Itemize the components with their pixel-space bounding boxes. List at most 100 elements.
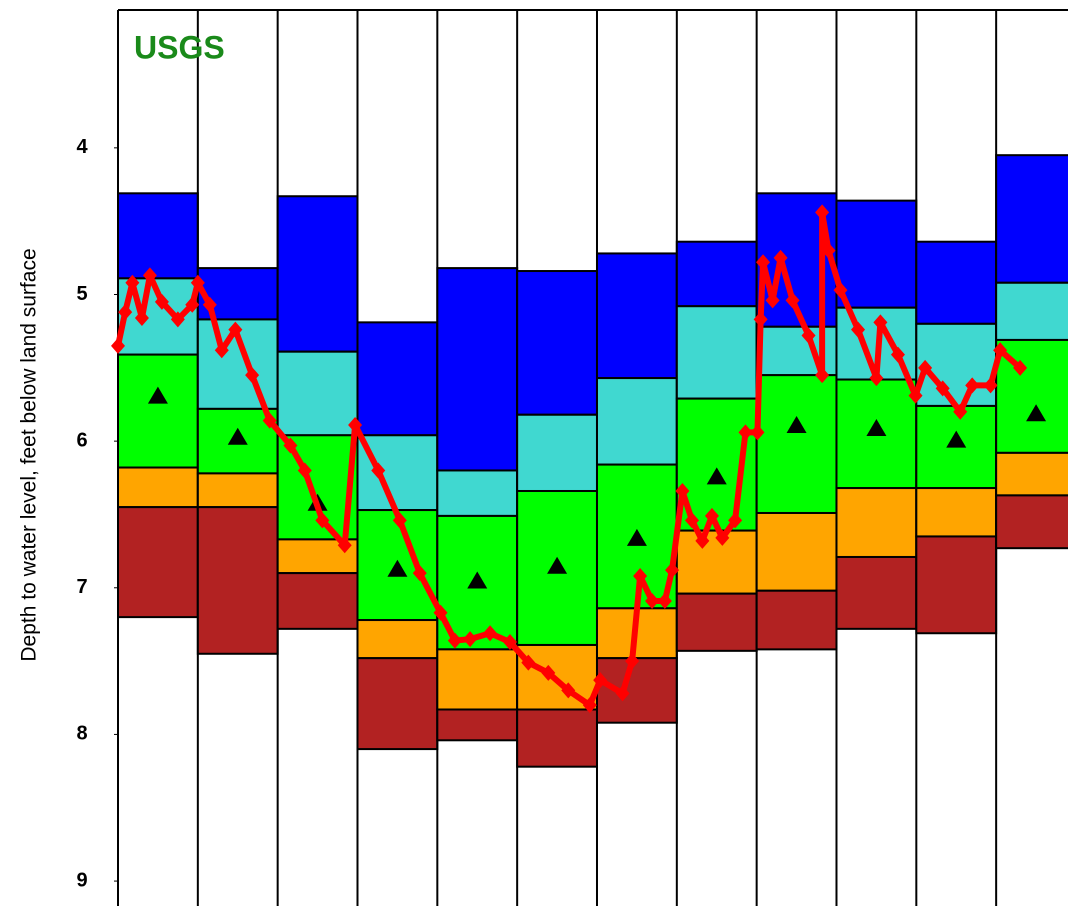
percentile-band xyxy=(835,199,918,309)
percentile-band xyxy=(276,195,359,353)
water-level-point xyxy=(1013,359,1028,376)
percentile-band xyxy=(675,305,758,400)
water-level-point xyxy=(993,342,1008,359)
water-level-point xyxy=(154,293,169,310)
water-level-point xyxy=(890,346,905,363)
water-level-point xyxy=(228,321,243,338)
water-level-point xyxy=(118,304,133,321)
water-level-point xyxy=(704,507,719,524)
percentile-band xyxy=(117,192,199,280)
y-tick-label: 4 xyxy=(76,136,88,158)
percentile-band xyxy=(995,154,1068,284)
water-level-point xyxy=(695,532,710,549)
water-level-point xyxy=(684,512,699,529)
water-level-point xyxy=(801,327,816,344)
water-level-point xyxy=(202,296,217,313)
water-level-point xyxy=(765,292,780,309)
percentile-band xyxy=(755,511,838,592)
percentile-band xyxy=(356,321,439,437)
water-level-point xyxy=(283,437,298,454)
water-level-point xyxy=(593,672,608,689)
water-level-point xyxy=(170,311,185,328)
percentile-band xyxy=(755,589,838,651)
percentile-band xyxy=(436,648,519,711)
median-marker xyxy=(866,418,887,436)
median-marker xyxy=(547,556,568,574)
annotation: USGS xyxy=(134,29,225,65)
percentile-band xyxy=(995,281,1068,341)
percentile-band xyxy=(675,592,758,652)
percentile-band xyxy=(915,487,998,538)
percentile-band xyxy=(436,708,519,742)
percentile-band xyxy=(995,451,1068,497)
water-level-point xyxy=(665,562,680,579)
water-level-point xyxy=(728,512,743,529)
water-level-point xyxy=(815,204,830,221)
median-marker xyxy=(626,528,647,546)
median-marker xyxy=(1026,404,1047,422)
water-level-point xyxy=(753,311,768,328)
water-level-point xyxy=(315,512,330,529)
water-level-point xyxy=(245,367,260,384)
water-level-line xyxy=(115,209,1023,709)
percentile-band xyxy=(915,535,998,635)
percentile-band xyxy=(516,413,598,492)
median-marker xyxy=(227,427,248,445)
water-level-point xyxy=(908,387,923,404)
median-marker xyxy=(467,571,488,589)
water-level-point xyxy=(392,512,407,529)
percentile-band xyxy=(117,466,199,509)
water-level-point xyxy=(869,370,884,387)
percentile-band xyxy=(436,469,519,517)
water-level-point xyxy=(675,482,690,499)
y-tick-label: 6 xyxy=(76,429,87,451)
water-level-point xyxy=(965,377,980,394)
water-level-point xyxy=(582,697,597,714)
water-level-point xyxy=(185,296,200,313)
water-level-point xyxy=(625,653,640,670)
percentile-band xyxy=(835,555,918,630)
percentile-band xyxy=(276,350,359,437)
water-level-point xyxy=(561,682,576,699)
water-level-point xyxy=(983,377,998,394)
percentile-band xyxy=(276,572,359,630)
percentile-band xyxy=(595,377,678,466)
water-level-point xyxy=(645,592,660,609)
water-level-point xyxy=(502,634,517,651)
y-tick-label: 8 xyxy=(76,723,87,745)
percentile-band xyxy=(356,434,439,512)
percentile-band xyxy=(835,487,918,558)
water-level-point xyxy=(738,424,753,441)
median-marker xyxy=(786,416,807,434)
water-level-point xyxy=(541,664,556,681)
water-level-point xyxy=(918,359,933,376)
percentile-band xyxy=(196,506,279,655)
percentile-band xyxy=(436,267,519,472)
water-level-point xyxy=(615,685,630,702)
water-level-point xyxy=(297,462,312,479)
percentile-band xyxy=(196,472,279,509)
water-level-point xyxy=(371,462,386,479)
water-level-point xyxy=(756,254,771,271)
y-tick-label: 7 xyxy=(76,576,87,598)
water-level-point xyxy=(521,654,536,671)
y-axis-label: Depth to water level, feet below land su… xyxy=(18,248,41,661)
median-marker xyxy=(387,559,408,577)
water-level-point xyxy=(773,249,788,266)
percentile-band xyxy=(516,270,598,416)
water-level-point xyxy=(953,403,968,420)
percentile-band xyxy=(117,353,199,469)
median-marker xyxy=(147,386,168,404)
water-level-point xyxy=(348,417,363,434)
percentile-band xyxy=(675,529,758,595)
water-level-point xyxy=(785,292,800,309)
water-level-point xyxy=(134,309,149,326)
percentile-band xyxy=(915,240,998,325)
water-level-point xyxy=(935,380,950,397)
percentile-band xyxy=(995,494,1068,550)
y-tick-label: 5 xyxy=(76,283,87,305)
percentile-band xyxy=(595,657,678,724)
water-level-point xyxy=(750,424,765,441)
water-level-point xyxy=(262,412,277,429)
